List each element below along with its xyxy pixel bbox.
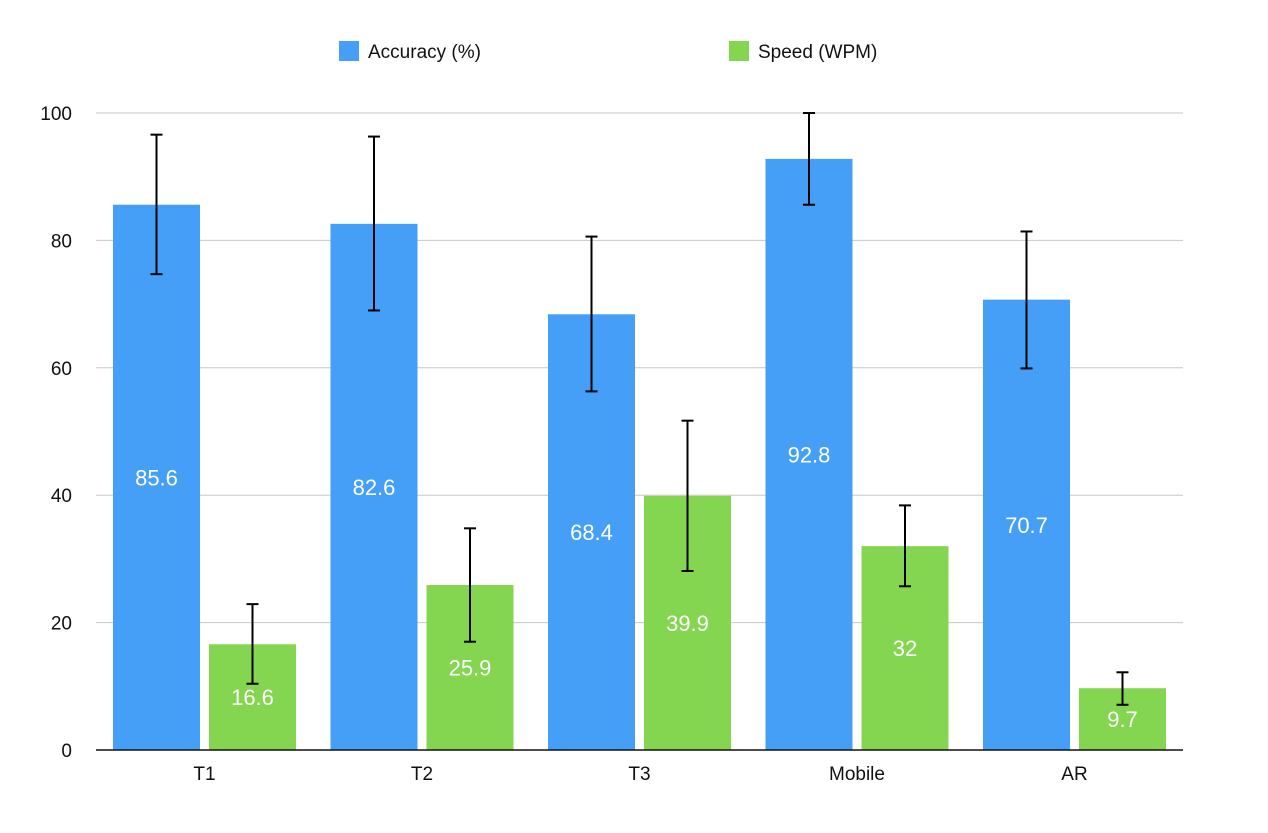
data-label: 39.9 <box>666 611 709 636</box>
error-bar <box>803 112 815 206</box>
legend-item-speed[interactable]: Speed (WPM) <box>729 41 877 63</box>
data-label: 9.7 <box>1107 707 1138 732</box>
x-tick-label: T2 <box>411 764 433 785</box>
error-bar <box>464 527 476 643</box>
data-labels: 85.6 16.6 82.6 25.9 68.4 39.9 92.8 32 70.7 9.7 <box>135 442 1138 732</box>
error-bar <box>681 419 694 573</box>
y-tick-label: 0 <box>61 741 72 762</box>
data-label: 92.8 <box>788 442 831 467</box>
data-label: 16.6 <box>231 685 274 710</box>
axes: 0 20 40 60 80 100 T1 T2 T3 Mobile AR <box>40 104 1183 785</box>
data-label: 82.6 <box>353 475 396 500</box>
legend-label: Speed (WPM) <box>758 42 877 63</box>
data-label: 32 <box>893 636 917 661</box>
x-tick-label: T3 <box>628 764 650 785</box>
bars <box>113 158 1166 750</box>
x-tick-label: Mobile <box>829 764 885 785</box>
data-label: 25.9 <box>449 656 492 681</box>
y-tick-label: 60 <box>51 359 72 380</box>
bar-accuracy-t2[interactable] <box>330 223 418 750</box>
legend-swatch <box>729 41 749 61</box>
data-label: 68.4 <box>570 520 613 545</box>
x-tick-label: AR <box>1061 764 1087 785</box>
y-tick-label: 100 <box>40 104 72 125</box>
error-bar <box>368 135 380 312</box>
data-label: 70.7 <box>1005 513 1048 538</box>
error-bar <box>1116 671 1129 706</box>
error-bar <box>246 603 259 685</box>
y-tick-label: 20 <box>51 614 72 635</box>
bar-accuracy-mobile[interactable] <box>765 158 853 750</box>
error-bar <box>150 133 163 276</box>
legend[interactable]: Accuracy (%) Speed (WPM) <box>339 41 877 63</box>
y-tick-label: 40 <box>51 486 72 507</box>
x-tick-label: T1 <box>193 764 215 785</box>
error-bar <box>585 235 598 393</box>
y-tick-label: 80 <box>51 231 72 252</box>
legend-item-accuracy[interactable]: Accuracy (%) <box>339 41 481 63</box>
error-bar <box>899 504 911 588</box>
bar-accuracy-t1[interactable] <box>113 204 200 750</box>
legend-label: Accuracy (%) <box>368 42 481 63</box>
bar-accuracy-ar[interactable] <box>983 299 1070 750</box>
legend-swatch <box>339 41 359 61</box>
error-bar <box>1020 230 1033 370</box>
error-bars <box>150 112 1129 706</box>
data-label: 85.6 <box>135 465 178 490</box>
